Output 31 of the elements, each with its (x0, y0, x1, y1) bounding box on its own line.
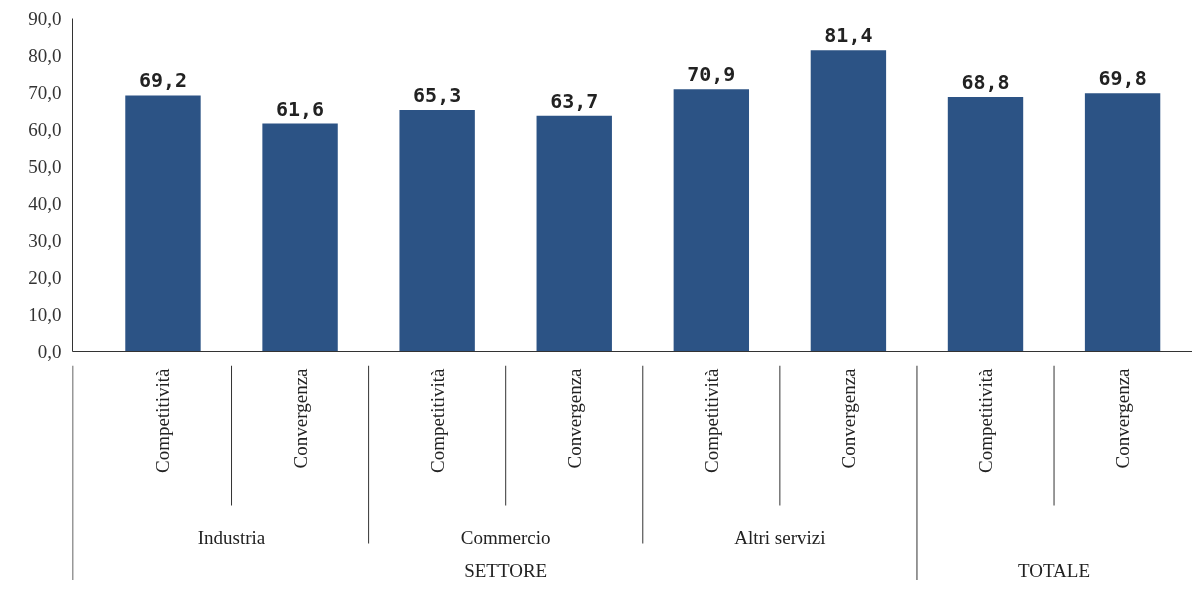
data-label: 81,4 (824, 23, 873, 48)
data-label: 69,8 (1098, 66, 1147, 91)
y-tick-label: 70,0 (28, 82, 62, 103)
data-label: 69,2 (138, 68, 188, 93)
x-tick-label: Convergenza (289, 367, 311, 469)
y-tick-label: 80,0 (28, 45, 62, 66)
data-label: 65,3 (413, 82, 462, 107)
x-tick-label: Competitività (426, 367, 448, 473)
x-tick-label: Convergenza (563, 367, 585, 469)
x-tick-label: Convergenza (837, 367, 859, 469)
y-tick-label: 20,0 (28, 267, 62, 288)
y-tick-label: 40,0 (28, 193, 62, 214)
text: Commercio (460, 527, 551, 548)
text: Altri servizi (734, 527, 826, 548)
x-tick-label: Competitività (975, 367, 996, 473)
y-tick-label: 10,0 (28, 304, 62, 325)
x-tick-label: Competitività (152, 367, 174, 473)
data-label: 61,6 (275, 96, 325, 121)
x-tick-label: Convergenza (1112, 367, 1134, 469)
text: TOTALE (1018, 560, 1091, 581)
y-tick-label: 60,0 (28, 119, 62, 140)
y-tick-label: 90,0 (28, 8, 62, 29)
data-label: 63,7 (550, 88, 599, 113)
y-tick-label: 50,0 (28, 156, 62, 177)
x-tick-label: Competitività (700, 367, 722, 473)
data-label: 68,8 (961, 69, 1010, 94)
y-tick-label: 0,0 (37, 341, 62, 362)
text: Industria (197, 527, 266, 548)
text: SETTORE (464, 560, 548, 581)
data-label: 70,9 (687, 62, 736, 87)
y-tick-label: 30,0 (28, 230, 62, 251)
